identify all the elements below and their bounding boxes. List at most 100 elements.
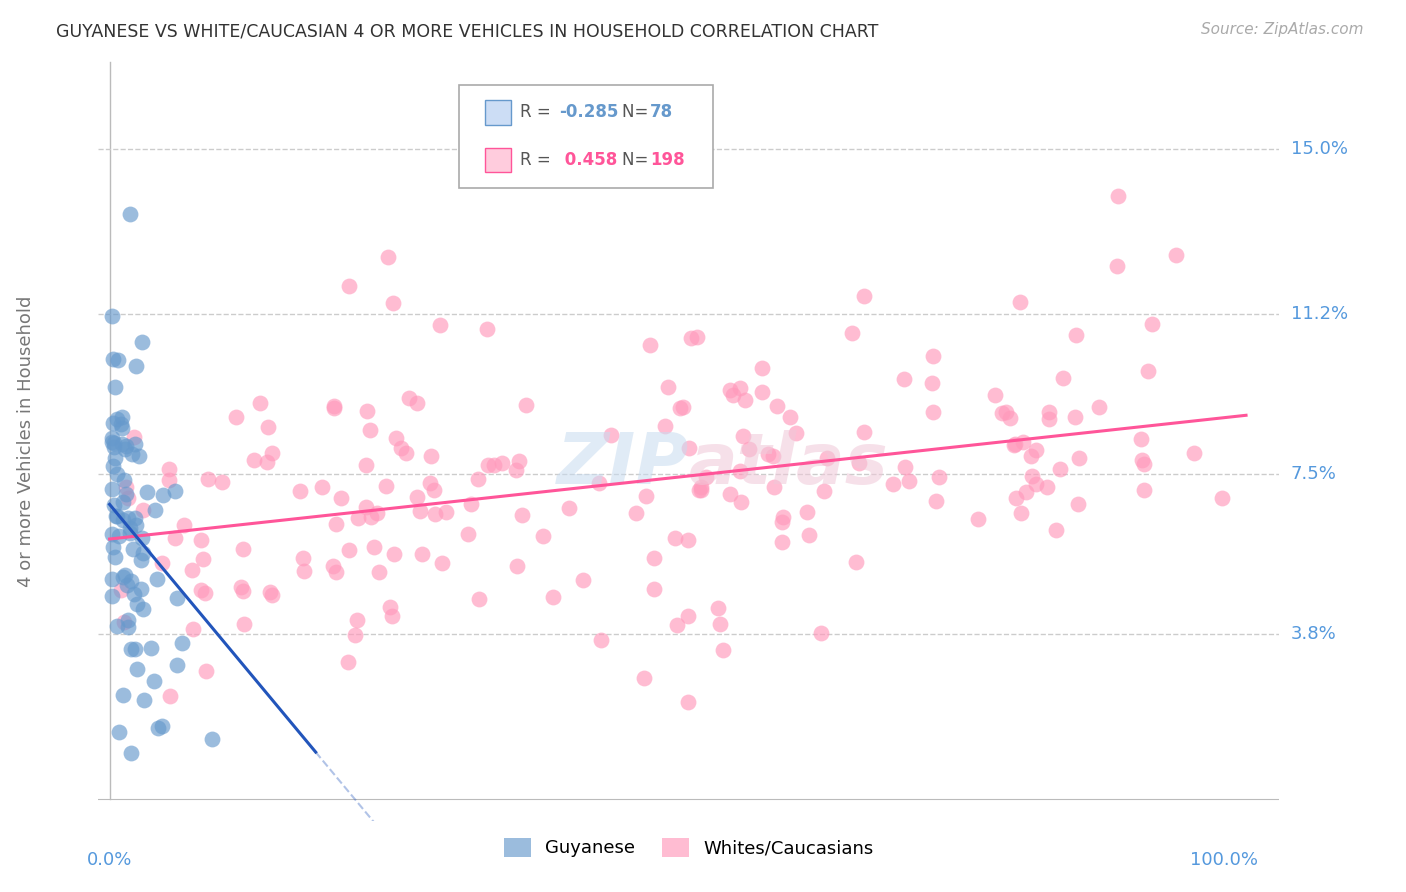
Point <box>124 642 146 657</box>
Point <box>588 475 610 490</box>
Point <box>995 405 1018 419</box>
Point <box>664 531 686 545</box>
Point <box>101 434 124 449</box>
Point <box>810 626 832 640</box>
Point <box>770 515 793 529</box>
Point <box>679 331 702 345</box>
Point <box>730 495 752 509</box>
Point <box>111 436 134 450</box>
Point <box>233 616 256 631</box>
Point <box>728 464 751 478</box>
Point <box>998 410 1021 425</box>
Point <box>323 401 346 415</box>
Point <box>420 449 443 463</box>
Point <box>411 547 433 561</box>
Point <box>1130 453 1153 467</box>
Point <box>257 420 280 434</box>
Point <box>163 531 186 545</box>
Point <box>508 454 530 468</box>
Point <box>689 479 711 493</box>
Text: 15.0%: 15.0% <box>1291 140 1347 158</box>
Point <box>139 641 162 656</box>
Point <box>678 442 700 456</box>
Point <box>1107 189 1129 203</box>
Point <box>928 470 950 484</box>
Point <box>157 473 180 487</box>
Point <box>626 506 648 520</box>
Point <box>1137 364 1160 378</box>
Text: 0.458: 0.458 <box>560 152 617 169</box>
Point <box>249 396 271 410</box>
Point <box>695 470 717 484</box>
Point <box>360 510 382 524</box>
Point <box>107 353 129 368</box>
Point <box>853 289 876 303</box>
Point <box>799 528 821 542</box>
Point <box>571 573 593 587</box>
Legend: Guyanese, Whites/Caucasians: Guyanese, Whites/Caucasians <box>496 830 882 864</box>
Point <box>1038 405 1060 419</box>
Point <box>232 583 254 598</box>
Point <box>256 455 278 469</box>
Point <box>194 665 217 679</box>
Point <box>638 338 661 352</box>
Point <box>785 426 807 441</box>
Point <box>121 447 143 461</box>
Point <box>288 484 311 499</box>
Point <box>122 542 145 557</box>
Point <box>330 491 353 505</box>
Point <box>101 540 124 554</box>
Point <box>983 388 1005 402</box>
Point <box>1015 485 1038 500</box>
Text: GUYANESE VS WHITE/CAUCASIAN 4 OR MORE VEHICLES IN HOUSEHOLD CORRELATION CHART: GUYANESE VS WHITE/CAUCASIAN 4 OR MORE VE… <box>56 22 879 40</box>
Point <box>103 440 125 454</box>
Point <box>103 550 125 565</box>
Text: 3.8%: 3.8% <box>1291 625 1336 643</box>
Point <box>1182 446 1205 460</box>
Point <box>1142 317 1164 331</box>
Point <box>136 485 159 500</box>
Point <box>751 385 773 400</box>
Point <box>127 597 149 611</box>
Point <box>194 586 217 600</box>
Point <box>346 511 368 525</box>
Point <box>150 719 173 733</box>
Point <box>676 609 699 624</box>
Point <box>112 615 135 630</box>
Point <box>468 592 491 607</box>
Point <box>322 400 344 414</box>
Point <box>1088 401 1111 415</box>
Point <box>709 617 731 632</box>
Point <box>377 251 399 265</box>
Point <box>734 392 756 407</box>
Point <box>108 529 131 543</box>
Point <box>405 490 427 504</box>
Point <box>751 361 773 376</box>
Point <box>1064 328 1087 343</box>
Point <box>510 508 533 522</box>
Text: N=: N= <box>621 152 654 169</box>
Point <box>460 497 482 511</box>
Point <box>382 547 405 561</box>
Point <box>505 463 527 477</box>
Point <box>105 508 128 523</box>
Text: R =: R = <box>520 103 555 121</box>
Point <box>129 552 152 566</box>
Point <box>389 442 412 456</box>
Point <box>1129 433 1152 447</box>
Point <box>921 405 943 419</box>
Point <box>150 556 173 570</box>
Point <box>506 558 529 573</box>
Point <box>738 442 761 456</box>
Point <box>111 420 134 434</box>
Point <box>117 511 139 525</box>
Point <box>925 494 948 508</box>
FancyBboxPatch shape <box>485 101 510 125</box>
Point <box>491 456 513 470</box>
Point <box>115 439 138 453</box>
Point <box>112 494 135 508</box>
Point <box>111 410 134 425</box>
Point <box>117 620 139 634</box>
Point <box>152 487 174 501</box>
Point <box>766 399 789 413</box>
